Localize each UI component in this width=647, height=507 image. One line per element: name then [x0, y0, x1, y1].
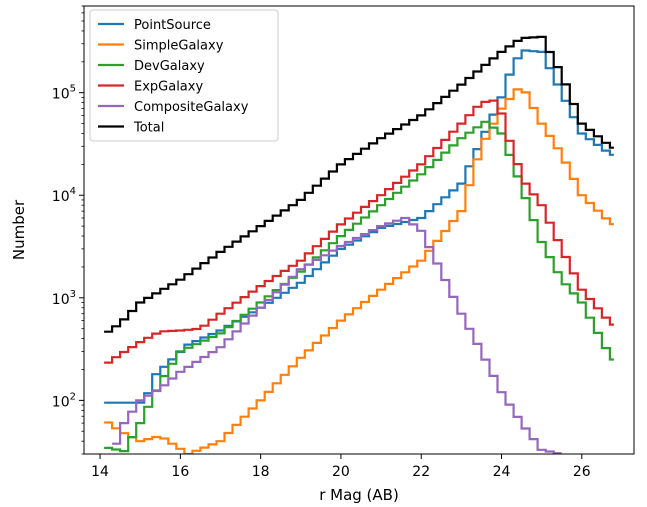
y-axis: 102 103 104 105	[52, 5, 84, 455]
y-tick-label: 105	[52, 84, 76, 103]
legend-box	[89, 9, 279, 142]
legend-label-DevGalaxy: DevGalaxy	[134, 59, 205, 74]
y-tick-label: 103	[52, 289, 76, 308]
series-line-ExpGalaxy	[104, 99, 614, 364]
x-tick-label: 20	[332, 464, 350, 480]
x-tick-label: 16	[171, 464, 189, 480]
x-tick-label: 22	[412, 464, 430, 480]
series-line-Total	[104, 35, 614, 333]
legend-label-CompositeGalaxy: CompositeGalaxy	[134, 100, 249, 115]
legend-label-SimpleGalaxy: SimpleGalaxy	[134, 39, 224, 54]
y-tick-label: 104	[52, 186, 76, 205]
series-layer	[104, 35, 614, 454]
y-tick-label: 102	[52, 391, 76, 410]
y-axis-title: Number	[10, 199, 28, 260]
legend: PointSource SimpleGalaxy DevGalaxy ExpGalax…	[89, 9, 279, 142]
legend-label-PointSource: PointSource	[134, 18, 211, 33]
x-axis: 14 16 18 20 22 24 26	[91, 454, 591, 480]
series-line-CompositeGalaxy	[112, 216, 562, 454]
plot-frame	[83, 5, 635, 455]
x-axis-title: r Mag (AB)	[319, 486, 399, 504]
x-tick-label: 18	[252, 464, 270, 480]
x-tick-label: 26	[573, 464, 591, 480]
legend-label-ExpGalaxy: ExpGalaxy	[134, 80, 203, 95]
series-line-DevGalaxy	[104, 120, 614, 453]
series-line-SimpleGalaxy	[104, 88, 614, 454]
x-tick-label: 24	[493, 464, 511, 480]
legend-label-Total: Total	[133, 121, 164, 136]
x-tick-label: 14	[91, 464, 109, 480]
